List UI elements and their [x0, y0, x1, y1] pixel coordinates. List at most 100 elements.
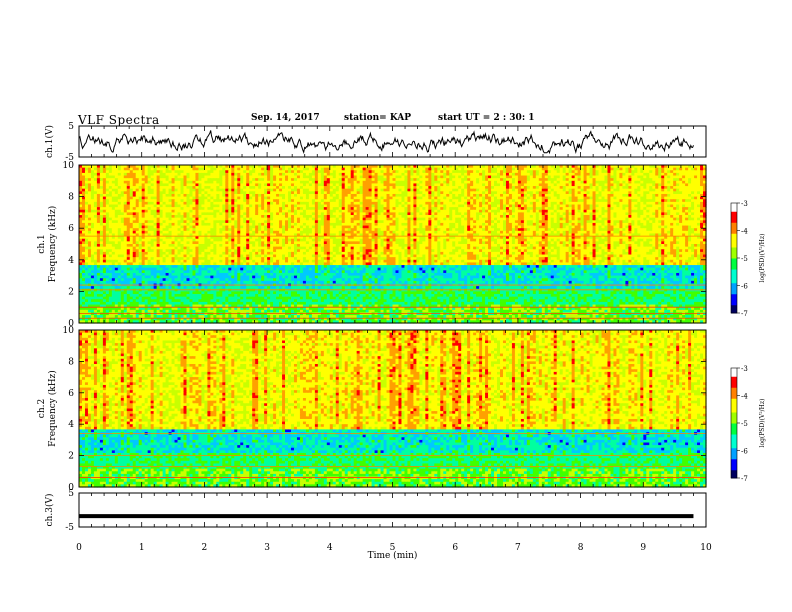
spectrogram-cell	[198, 178, 203, 182]
spectrogram-cell	[505, 183, 510, 187]
spectrogram-cell	[574, 180, 579, 185]
spectrogram-cell	[494, 172, 498, 177]
spectrogram-cell	[634, 178, 638, 182]
spectrogram-cell	[488, 180, 492, 185]
spectrogram-cell	[222, 183, 226, 187]
spectrogram-cell	[350, 191, 355, 195]
spectrogram-cell	[491, 172, 495, 177]
spectrogram-cell	[353, 188, 358, 192]
spectrogram-cell	[538, 193, 543, 198]
spectrogram-cell	[464, 165, 468, 169]
spectrogram-cell	[79, 196, 83, 200]
spectrogram-cell	[279, 167, 283, 171]
spectrogram-cell	[616, 188, 621, 192]
spectrogram-cell	[661, 188, 665, 192]
spectrogram-cell	[132, 165, 137, 169]
spectrogram-cell	[461, 178, 465, 182]
spectrogram-cell	[389, 172, 394, 177]
spectrogram-cell	[159, 178, 164, 182]
spectrogram-cell	[640, 172, 644, 177]
spectrogram-cell	[497, 178, 501, 182]
spectrogram-cell	[326, 172, 331, 177]
spectrogram-cell	[664, 175, 668, 179]
spectrogram-cell	[344, 175, 349, 179]
spectrogram-cell	[613, 172, 618, 177]
spectrogram-cell	[374, 183, 379, 187]
spectrogram-cell	[670, 188, 674, 192]
spectrogram-cell	[446, 188, 450, 192]
spectrogram-cell	[210, 165, 214, 169]
spectrogram-cell	[353, 167, 358, 171]
spectrogram-cell	[213, 183, 217, 187]
spectrogram-cell	[126, 170, 131, 174]
spectrogram-cell	[225, 180, 229, 185]
spectrogram-cell	[290, 188, 295, 192]
spectrogram-cell	[93, 183, 98, 187]
spectrogram-cell	[111, 188, 116, 192]
spectrogram-cell	[317, 167, 322, 171]
spectrogram-cell	[165, 193, 170, 198]
spectrogram-cell	[216, 196, 220, 200]
spectrogram-cell	[102, 186, 107, 190]
spectrogram-cell	[523, 175, 528, 179]
spectrogram-cell	[135, 165, 140, 169]
spectrogram-cell	[598, 167, 603, 171]
spectrogram-cell	[383, 165, 388, 169]
spectrogram-cell	[183, 165, 188, 169]
spectrogram-cell	[422, 178, 426, 182]
spectrogram-cell	[273, 165, 277, 169]
spectrogram-cell	[258, 175, 262, 179]
spectrogram-cell	[562, 193, 567, 198]
spectrogram-cell	[276, 165, 280, 169]
spectrogram-cell	[350, 175, 355, 179]
spectrogram-cell	[649, 172, 653, 177]
spectrogram-cell	[449, 172, 453, 177]
spectrogram-cell	[320, 178, 325, 182]
spectrogram-cell	[437, 188, 441, 192]
spectrogram-cell	[505, 170, 510, 174]
spectrogram-cell	[273, 191, 277, 195]
spectrogram-cell	[213, 165, 217, 169]
spectrogram-cell	[377, 180, 382, 185]
spectrogram-cell	[168, 165, 173, 169]
spectrogram-cell	[628, 172, 632, 177]
spectrogram-cell	[243, 180, 247, 185]
spectrogram-cell	[398, 172, 403, 177]
spectrogram-cell	[111, 196, 116, 200]
spectrogram-cell	[437, 191, 441, 195]
spectrogram-cell	[568, 193, 573, 198]
spectrogram-cell	[553, 193, 558, 198]
spectrogram-cell	[679, 167, 683, 171]
spectrogram-cell	[410, 180, 414, 185]
spectrogram-cell	[598, 188, 603, 192]
spectrogram-cell	[288, 191, 292, 195]
spectrogram-cell	[308, 175, 313, 179]
spectrogram-cell	[216, 191, 220, 195]
spectrogram-cell	[192, 188, 197, 192]
spectrogram-cell	[494, 191, 498, 195]
spectrogram-cell	[189, 165, 194, 169]
spectrogram-cell	[189, 172, 194, 177]
spectrogram-cell	[520, 193, 525, 198]
spectrogram-cell	[132, 193, 137, 198]
spectrogram-cell	[79, 172, 83, 177]
spectrogram-cell	[392, 180, 397, 185]
spectrogram-cell	[461, 175, 465, 179]
spectrogram-cell	[183, 180, 188, 185]
spectrogram-cell	[673, 188, 677, 192]
spectrogram-cell	[189, 191, 194, 195]
spectrogram-cell	[562, 186, 567, 190]
spectrogram-cell	[703, 183, 707, 187]
spectrogram-cell	[407, 178, 412, 182]
spectrogram-cell	[195, 172, 200, 177]
spectrogram-cell	[285, 167, 289, 171]
spectrogram-cell	[243, 183, 247, 187]
spectrogram-cell	[320, 165, 325, 169]
spectrogram-cell	[443, 193, 447, 198]
spectrogram-cell	[476, 180, 480, 185]
spectrogram-cell	[622, 165, 626, 169]
spectrogram-cell	[649, 178, 653, 182]
spectrogram-cell	[434, 175, 438, 179]
spectrogram-cell	[249, 186, 253, 190]
spectrogram-cell	[523, 172, 528, 177]
